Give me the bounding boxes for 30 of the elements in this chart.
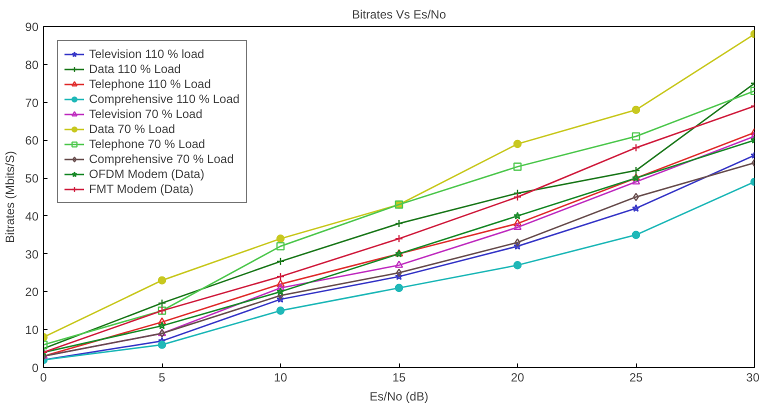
x-tick-label: 15 [392, 370, 406, 384]
x-tick-label: 10 [274, 370, 288, 384]
x-tick-label: 20 [510, 370, 524, 384]
y-tick-label: 90 [25, 20, 39, 34]
legend-label: Comprehensive 70 % Load [89, 152, 234, 166]
y-tick-label: 70 [25, 96, 39, 110]
x-tick-label: 0 [40, 370, 48, 384]
legend-label: OFDM Modem (Data) [89, 167, 204, 181]
legend-label: Television 110 % load [89, 47, 204, 61]
legend-label: FMT Modem (Data) [89, 182, 194, 196]
y-tick-label: 60 [25, 134, 39, 148]
x-tick-label: 25 [629, 370, 643, 384]
legend-label: Telephone 110 % Load [89, 77, 211, 91]
y-tick-label: 50 [25, 172, 39, 186]
legend-label: Comprehensive 110 % Load [89, 92, 240, 106]
chart-title: Bitrates Vs Es/No [352, 8, 446, 22]
y-tick-label: 20 [25, 285, 39, 300]
x-axis-title: Es/No (dB) [370, 390, 428, 404]
legend-label: Television 70 % Load [89, 107, 202, 121]
y-tick-label: 0 [32, 361, 39, 375]
y-tick-label: 10 [25, 323, 39, 338]
y-tick-label: 30 [25, 247, 39, 262]
x-tick-label: 5 [158, 370, 166, 384]
y-tick-label: 80 [25, 58, 39, 72]
legend-label: Data 110 % Load [89, 62, 181, 76]
x-tick-label: 30 [746, 370, 759, 384]
legend-label: Data 70 % Load [89, 122, 176, 136]
y-tick-label: 40 [25, 209, 39, 224]
y-axis-title: Bitrates (Mbits/S) [3, 150, 18, 244]
legend-label: Telephone 70 % Load [89, 137, 206, 151]
